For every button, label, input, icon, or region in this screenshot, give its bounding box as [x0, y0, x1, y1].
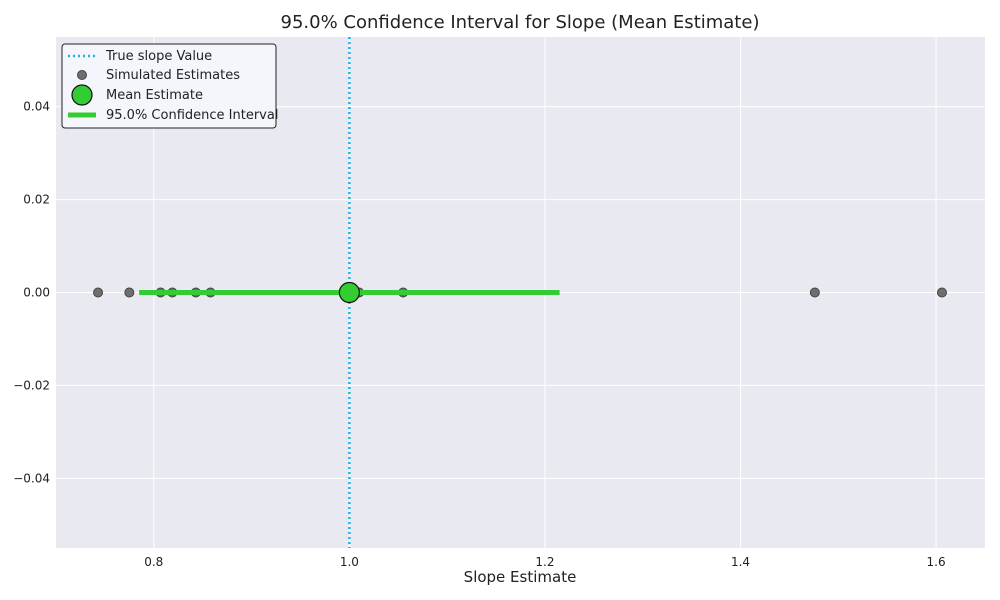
- legend-simulated-swatch: [77, 70, 87, 80]
- x-tick-label: 1.4: [731, 555, 750, 569]
- y-tick-label: 0.02: [23, 193, 50, 207]
- simulated-estimate-point: [124, 287, 135, 298]
- x-tick-label: 1.0: [340, 555, 359, 569]
- simulated-estimate-point: [809, 287, 820, 298]
- y-tick-label: −0.04: [13, 471, 50, 485]
- x-tick-label: 0.8: [144, 555, 163, 569]
- y-tick-label: −0.02: [13, 378, 50, 392]
- y-tick-label: 0.00: [23, 286, 50, 300]
- simulated-estimate-point: [93, 287, 104, 298]
- x-tick-label: 1.2: [535, 555, 554, 569]
- simulated-estimate-point: [936, 287, 947, 298]
- x-axis-label: Slope Estimate: [464, 568, 577, 586]
- legend-simulated-label: Simulated Estimates: [106, 68, 240, 83]
- mean-estimate-marker: [338, 281, 360, 304]
- y-tick-label: 0.04: [23, 100, 50, 114]
- chart-title: 95.0% Confidence Interval for Slope (Mea…: [281, 12, 760, 33]
- legend-mean-swatch: [71, 84, 93, 106]
- legend-mean-label: Mean Estimate: [106, 88, 203, 103]
- x-tick-label: 1.6: [927, 555, 946, 569]
- legend-ci-label: 95.0% Confidence Interval: [106, 108, 278, 123]
- legend-box: [61, 43, 277, 129]
- data-marks: [93, 37, 947, 548]
- legend: True slope Value Simulated Estimates Mea…: [61, 43, 278, 129]
- x-axis-ticks: 0.8 1.0 1.2 1.4 1.6: [144, 555, 945, 569]
- y-axis-ticks: 0.04 0.02 0.00 −0.02 −0.04: [13, 100, 50, 486]
- legend-true-slope-label: True slope Value: [105, 49, 212, 64]
